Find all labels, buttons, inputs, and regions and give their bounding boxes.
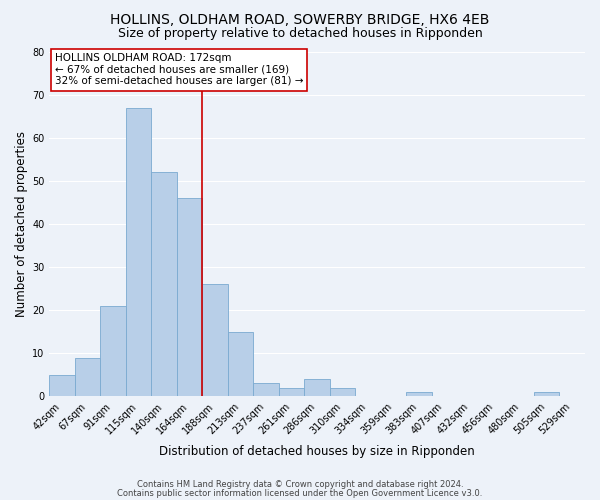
Bar — [151, 172, 177, 396]
Text: Contains public sector information licensed under the Open Government Licence v3: Contains public sector information licen… — [118, 489, 482, 498]
Bar — [100, 306, 126, 396]
Text: Contains HM Land Registry data © Crown copyright and database right 2024.: Contains HM Land Registry data © Crown c… — [137, 480, 463, 489]
Text: HOLLINS OLDHAM ROAD: 172sqm
← 67% of detached houses are smaller (169)
32% of se: HOLLINS OLDHAM ROAD: 172sqm ← 67% of det… — [55, 53, 303, 86]
Bar — [406, 392, 432, 396]
Bar — [75, 358, 100, 397]
Text: HOLLINS, OLDHAM ROAD, SOWERBY BRIDGE, HX6 4EB: HOLLINS, OLDHAM ROAD, SOWERBY BRIDGE, HX… — [110, 12, 490, 26]
Y-axis label: Number of detached properties: Number of detached properties — [15, 131, 28, 317]
Bar — [202, 284, 228, 397]
X-axis label: Distribution of detached houses by size in Ripponden: Distribution of detached houses by size … — [160, 444, 475, 458]
Bar — [330, 388, 355, 396]
Bar — [228, 332, 253, 396]
Bar — [49, 375, 75, 396]
Bar — [126, 108, 151, 397]
Bar — [253, 384, 279, 396]
Bar — [177, 198, 202, 396]
Bar — [304, 379, 330, 396]
Bar — [534, 392, 559, 396]
Text: Size of property relative to detached houses in Ripponden: Size of property relative to detached ho… — [118, 28, 482, 40]
Bar — [279, 388, 304, 396]
